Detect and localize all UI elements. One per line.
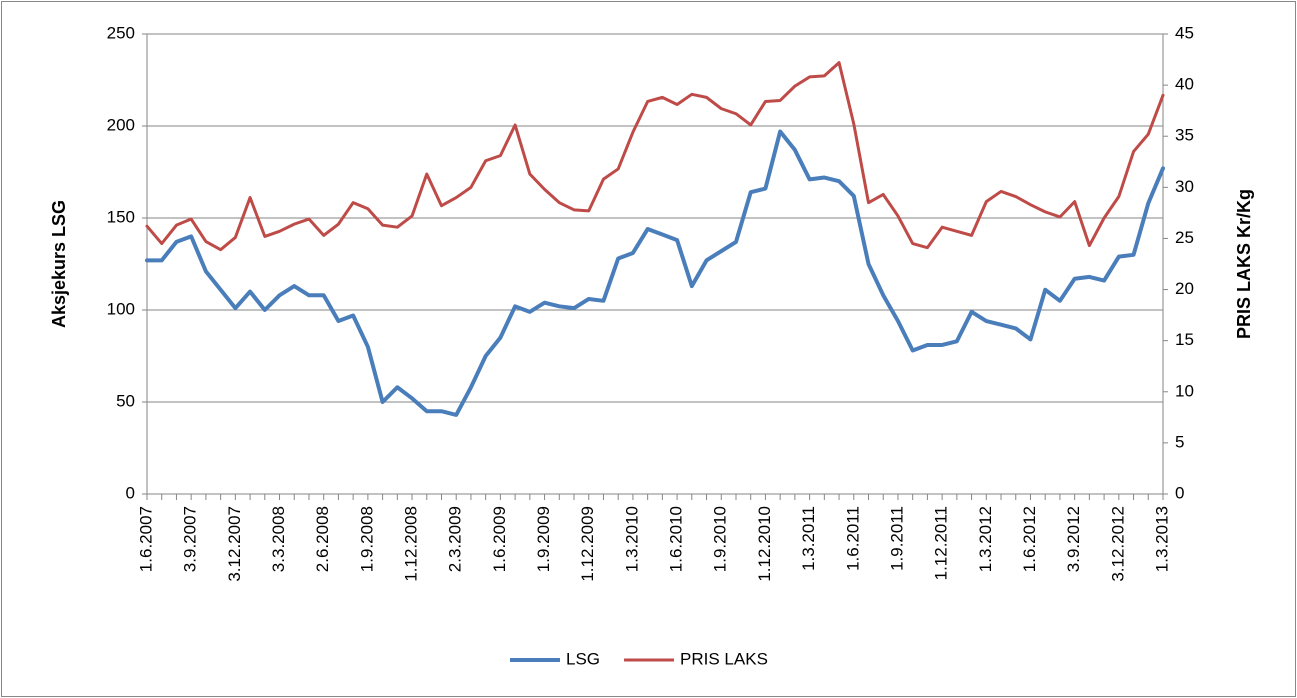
x-tick-label: 1.6.2012: [1020, 506, 1039, 572]
data-line: [145, 61, 1165, 252]
x-tick-label: 1.12.2009: [578, 506, 597, 582]
x-tick-label: 1.6.2009: [490, 506, 509, 572]
x-tick-label: 3.12.2007: [225, 506, 244, 582]
y-tick-label: 250: [107, 23, 135, 42]
y2-tick-label: 25: [1175, 228, 1194, 247]
y-tick-label: 0: [126, 483, 135, 502]
y2-tick-label: 30: [1175, 177, 1194, 196]
y2-tick-label: 45: [1175, 23, 1194, 42]
x-tick-label: 2.6.2008: [313, 506, 332, 572]
x-tick-label: 1.6.2011: [843, 506, 862, 571]
x-tick-label: 1.12.2008: [402, 506, 421, 582]
x-tick-label: 1.12.2011: [932, 506, 951, 580]
y-axis-title: Aksjekurs LSG: [49, 200, 69, 328]
x-tick-label: 1.6.2007: [136, 506, 155, 572]
y2-tick-label: 5: [1175, 432, 1184, 451]
x-tick-label: 1.12.2010: [755, 506, 774, 582]
x-tick-label: 1.9.2008: [357, 506, 376, 572]
x-tick-label: 3.9.2007: [181, 506, 200, 572]
y2-tick-label: 20: [1175, 279, 1194, 298]
y2-tick-label: 35: [1175, 126, 1194, 145]
y2-tick-label: 15: [1175, 330, 1194, 349]
legend-label: PRIS LAKS: [680, 649, 768, 668]
x-tick-label: 3.9.2012: [1064, 506, 1083, 572]
y2-tick-label: 40: [1175, 75, 1194, 94]
x-tick-label: 1.3.2012: [976, 506, 995, 572]
x-tick-label: 1.9.2011: [887, 506, 906, 571]
x-tick-label: 2.3.2009: [446, 506, 465, 572]
y2-axis-title: PRIS LAKS Kr/Kg: [1234, 189, 1254, 339]
x-tick-label: 1.3.2010: [622, 506, 641, 572]
x-tick-label: 3.12.2012: [1108, 506, 1127, 582]
y-tick-label: 50: [116, 391, 135, 410]
y2-tick-label: 10: [1175, 381, 1194, 400]
y-tick-label: 150: [107, 207, 135, 226]
x-tick-label: 1.9.2009: [534, 506, 553, 572]
x-tick-label: 3.3.2008: [269, 506, 288, 572]
y-tick-label: 200: [107, 115, 135, 134]
x-tick-label: 1.3.2013: [1152, 506, 1171, 572]
x-tick-label: 1.9.2010: [711, 506, 730, 572]
x-tick-label: 1.3.2011: [799, 506, 818, 571]
data-line: [145, 129, 1165, 417]
legend-label: LSG: [566, 649, 600, 668]
y-tick-label: 100: [107, 299, 135, 318]
y2-tick-label: 0: [1175, 483, 1184, 502]
x-tick-label: 1.6.2010: [667, 506, 686, 572]
